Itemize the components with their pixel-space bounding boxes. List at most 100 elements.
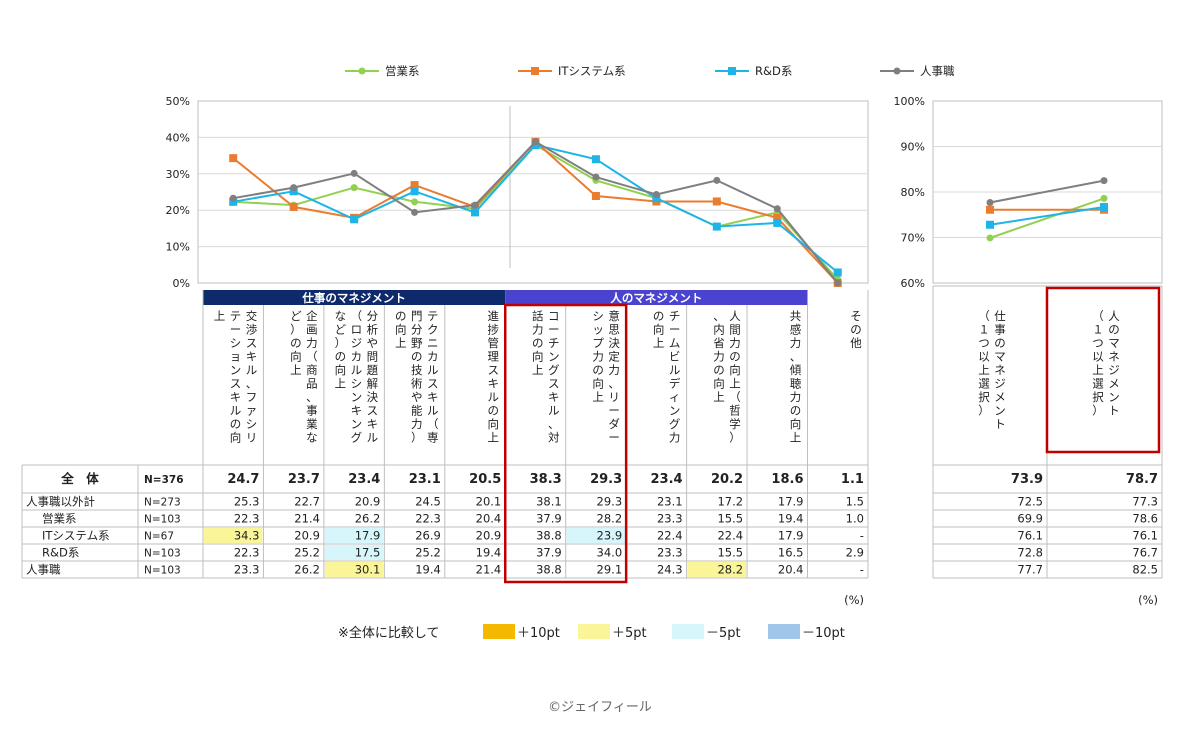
table-cell: - <box>860 529 864 543</box>
table-cell: 26.9 <box>415 529 441 543</box>
header-char: 技 <box>411 363 423 377</box>
key-swatch <box>578 624 610 639</box>
header-char: ン <box>351 390 363 404</box>
table-cell: 18.6 <box>771 472 803 487</box>
header-char: カ <box>427 350 439 364</box>
data-point <box>712 197 721 206</box>
header-char: 交 <box>246 309 258 323</box>
series-line <box>229 141 842 277</box>
header-char: の <box>994 336 1006 350</box>
table-cell: 22.3 <box>415 512 441 526</box>
table-cell: 21.4 <box>294 512 320 526</box>
table-cell: 20.9 <box>355 495 381 509</box>
header-char: 理 <box>488 350 500 364</box>
table-cell: 15.5 <box>717 546 743 560</box>
data-point <box>471 201 479 209</box>
table-cell: 38.3 <box>530 472 562 487</box>
table-cell: 28.2 <box>597 512 623 526</box>
header-char: 力 <box>608 363 620 377</box>
row-label: ITシステム系 <box>42 529 110 543</box>
header-char: の <box>729 350 741 364</box>
header-char: ッ <box>592 323 604 337</box>
table-cell: 20.5 <box>469 472 501 487</box>
header-char: ル <box>548 404 560 418</box>
unit-label-main: (%) <box>844 593 864 607</box>
key-label: ※全体に比較して <box>338 625 440 641</box>
header-char: ス <box>427 377 439 391</box>
data-point <box>773 213 782 222</box>
data-point <box>350 169 358 177</box>
header-char: 間 <box>729 323 741 337</box>
table-cell: 38.1 <box>536 495 562 509</box>
side-data-point <box>1100 177 1108 185</box>
header-char: ル <box>669 363 681 377</box>
highlight-cell <box>204 528 263 543</box>
header-char: シ <box>351 377 363 391</box>
side-data-point <box>986 220 994 229</box>
table-cell: 37.9 <box>536 546 562 560</box>
header-char: ト <box>994 417 1006 431</box>
table-cell: 20.9 <box>294 529 320 543</box>
header-char: 力 <box>790 336 802 350</box>
header-char: 、 <box>608 377 620 391</box>
table-cell: 23.7 <box>288 472 320 487</box>
header-char: 向 <box>592 377 604 391</box>
data-point <box>289 187 298 196</box>
header-char: 企 <box>306 309 318 323</box>
table-row: 全 体 N=376 24.7 23.7 23.4 23.1 20.5 38.3 29.3 23.4… <box>60 471 1158 487</box>
highlight-cell <box>566 528 626 543</box>
header-char: 向 <box>790 417 802 431</box>
header-char: 傾 <box>790 363 802 377</box>
header-char: 人 <box>729 309 741 323</box>
header-char: 商 <box>306 363 318 377</box>
data-point <box>289 202 298 211</box>
table-cell: 17.9 <box>355 529 381 543</box>
header-char: 専 <box>427 431 439 445</box>
header-char: 上 <box>214 309 226 323</box>
header-char: ス <box>230 377 242 391</box>
side-table-cell: 72.5 <box>1017 495 1043 509</box>
header-char: プ <box>592 336 604 350</box>
table-cell: 17.2 <box>717 495 743 509</box>
header-char: キ <box>548 390 560 404</box>
header-char: ジ <box>351 336 363 350</box>
header-char: 上 <box>978 363 990 377</box>
plot-area <box>197 100 869 284</box>
key-item: ＋5pt <box>578 624 647 641</box>
header-char: ス <box>488 363 500 377</box>
header-char: の <box>335 350 347 364</box>
key-item: ＋10pt <box>483 624 560 641</box>
data-point <box>712 222 721 231</box>
data-point <box>833 268 842 277</box>
header-char: ど <box>290 309 302 323</box>
header-char: ジ <box>994 377 1006 391</box>
header-char: デ <box>669 377 681 391</box>
header-char: 上 <box>1092 363 1104 377</box>
row-label: 人事職 <box>26 563 61 577</box>
header-char: リ <box>246 431 258 445</box>
table-cell: 23.3 <box>657 546 683 560</box>
table-cell: 16.5 <box>778 546 804 560</box>
key-swatch <box>483 624 515 639</box>
legend-marker <box>728 67 736 75</box>
header-char: 意 <box>608 309 620 323</box>
row-n: N=376 <box>144 474 184 486</box>
table-row: 人事職以外計 N=273 25.3 22.7 20.9 24.5 20.1 38.1 29.3 2… <box>26 495 1158 509</box>
header-char: 力 <box>790 390 802 404</box>
header-char: 決 <box>608 336 620 350</box>
header-char: 向 <box>713 377 725 391</box>
header-char: ン <box>230 363 242 377</box>
key-text: ＋5pt <box>612 626 647 641</box>
header-char: 上 <box>729 377 741 391</box>
data-point <box>592 173 600 181</box>
header-char: の <box>1108 323 1120 337</box>
key-text: －5pt <box>706 626 741 641</box>
header-char: 術 <box>411 377 423 391</box>
header-char: の <box>850 323 862 337</box>
header-char: の <box>395 309 407 323</box>
header-char: ー <box>608 431 620 445</box>
header-char: 分 <box>411 323 423 337</box>
y-tick-label: 30% <box>166 168 190 181</box>
